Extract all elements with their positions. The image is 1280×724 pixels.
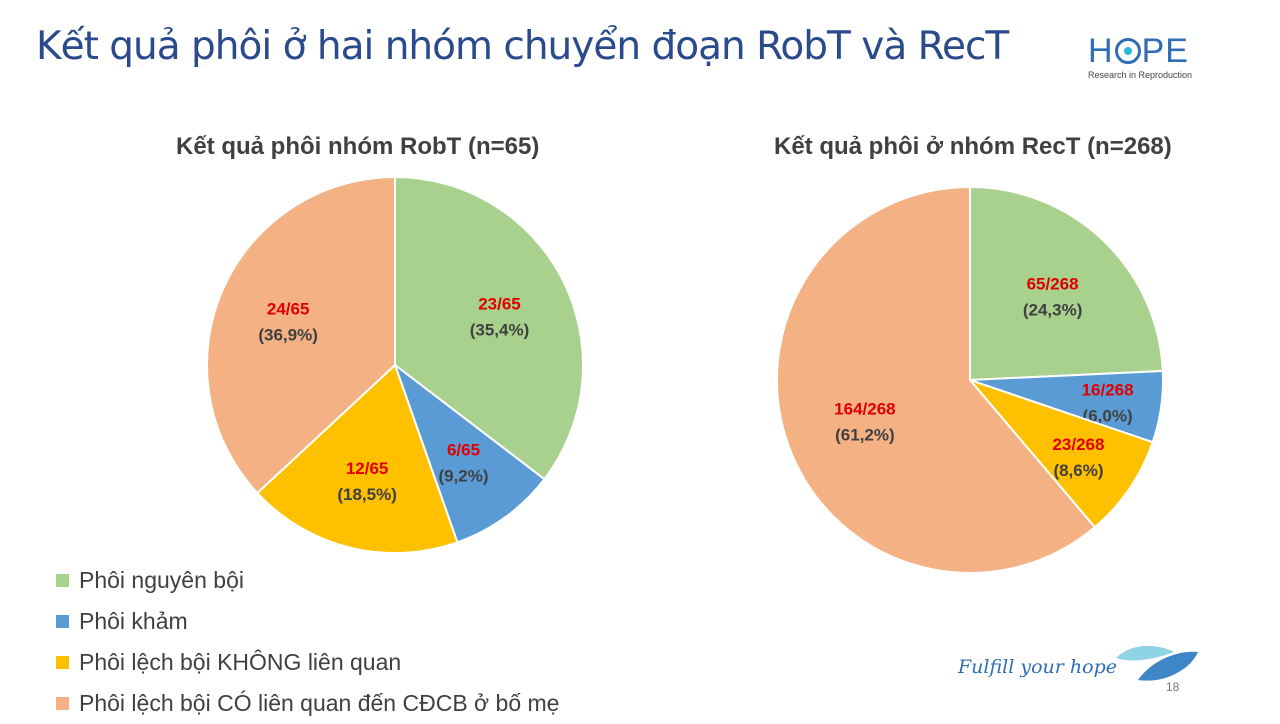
logo-wordmark: H PE — [1088, 34, 1208, 68]
pie-slice-robt-unrelated-aneuploid — [255, 363, 459, 554]
chart-title-robt: Kết quả phôi nhóm RobT (n=65) — [176, 133, 540, 160]
pie-slice-rect-unrelated-aneuploid — [966, 377, 1154, 529]
legend-item-unrelated-aneuploid: Phôi lệch bội KHÔNG liên quan — [56, 642, 559, 683]
slice-count-label: 12/65 — [346, 459, 389, 478]
legend-item-euploid: Phôi nguyên bội — [56, 560, 559, 601]
legend-swatch — [56, 697, 69, 710]
pie-slice-robt-mosaic — [392, 362, 546, 544]
slice-percent-label: (24,3%) — [1023, 300, 1083, 319]
legend-label: Phôi lệch bội KHÔNG liên quan — [79, 649, 402, 675]
legend-item-related-aneuploid: Phôi lệch bội CÓ liên quan đến CĐCB ở bố… — [56, 683, 559, 724]
logo-text-h: H — [1088, 32, 1114, 70]
pie-slice-rect-related-aneuploid — [776, 185, 1097, 574]
legend-label: Phôi nguyên bội — [79, 567, 244, 593]
footer-tagline: Fulfill your hope — [958, 656, 1117, 678]
slice-count-label: 23/65 — [478, 294, 521, 313]
slice-percent-label: (35,4%) — [470, 320, 530, 339]
pie-slice-rect-euploid — [969, 185, 1164, 382]
pie-slice-robt-related-aneuploid — [206, 175, 396, 495]
slice-count-label: 23/268 — [1052, 435, 1104, 454]
slice-count-label: 65/268 — [1027, 274, 1079, 293]
slice-count-label: 16/268 — [1082, 380, 1134, 399]
chart-title-rect: Kết quả phôi ở nhóm RecT (n=268) — [774, 133, 1172, 160]
legend-label: Phôi khảm — [79, 608, 188, 634]
leaf-logo-icon — [1116, 645, 1198, 681]
logo-tagline: Research in Reproduction — [1088, 70, 1193, 80]
legend-swatch — [56, 574, 69, 587]
slice-percent-label: (9,2%) — [438, 466, 488, 485]
eye-icon — [1114, 38, 1141, 64]
legend-swatch — [56, 615, 69, 628]
slice-count-label: 24/65 — [267, 299, 310, 318]
legend-label: Phôi lệch bội CÓ liên quan đến CĐCB ở bố… — [79, 690, 560, 716]
legend-item-mosaic: Phôi khảm — [56, 601, 559, 642]
slice-percent-label: (18,5%) — [337, 485, 397, 504]
slide-title: Kết quả phôi ở hai nhóm chuyển đoạn RobT… — [36, 24, 1009, 69]
hope-logo: H PE Research in Reproduction — [1088, 34, 1208, 80]
slice-percent-label: (36,9%) — [258, 325, 318, 344]
slice-percent-label: (6,0%) — [1083, 406, 1133, 425]
slice-count-label: 164/268 — [834, 400, 895, 419]
slice-percent-label: (8,6%) — [1053, 461, 1103, 480]
legend-swatch — [56, 656, 69, 669]
pie-slice-robt-euploid — [394, 175, 584, 481]
legend: Phôi nguyên bội Phôi khảm Phôi lệch bội … — [56, 560, 559, 724]
page-number: 18 — [1166, 680, 1180, 694]
slice-count-label: 6/65 — [447, 440, 480, 459]
logo-text-pe: PE — [1141, 32, 1189, 70]
slice-percent-label: (61,2%) — [835, 426, 895, 445]
